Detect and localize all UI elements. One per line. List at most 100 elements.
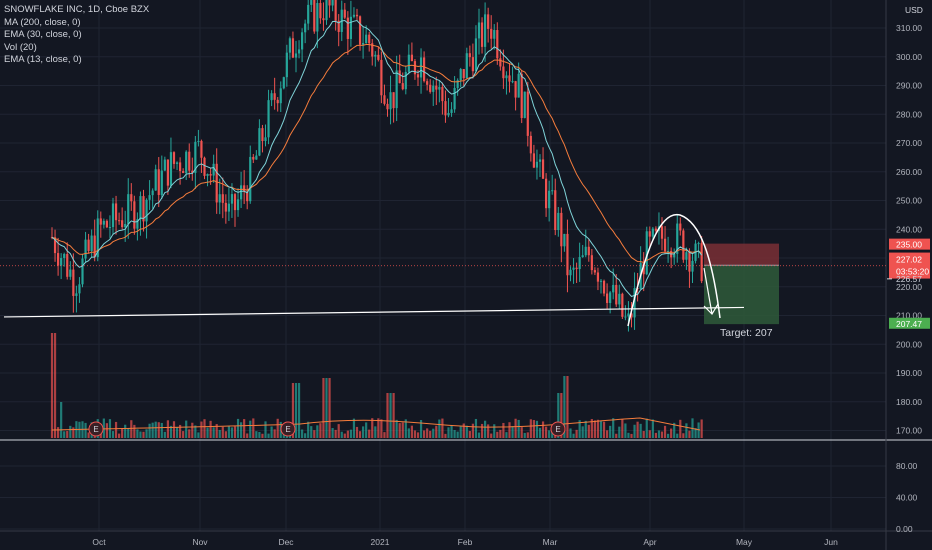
volume-bar: [590, 419, 593, 438]
candle-body: [227, 203, 230, 212]
volume-bar: [618, 426, 621, 438]
candle-body: [99, 218, 102, 225]
candle-body: [233, 194, 237, 211]
volume-bar: [688, 430, 691, 438]
candle-body: [554, 190, 557, 231]
indicator-ema30[interactable]: EMA (30, close, 0): [4, 29, 82, 40]
volume-bar: [627, 432, 630, 438]
candle-body: [358, 16, 362, 45]
candle-body: [66, 253, 69, 277]
time-axis: Oct Nov Dec 2021 Feb Mar Apr May Jun: [92, 537, 838, 547]
volume-bar: [615, 433, 618, 438]
volume-bar: [648, 430, 651, 438]
volume-bar: [596, 419, 600, 438]
time-axis-label: Dec: [278, 537, 294, 547]
volume-bar: [526, 432, 529, 438]
candle-body: [450, 109, 453, 113]
candle-body: [224, 202, 227, 212]
candle-body: [380, 59, 383, 96]
indicator-volume[interactable]: Vol (20): [4, 41, 37, 53]
indicator-ema13[interactable]: EMA (13, close, 0): [4, 54, 82, 65]
candle-body: [362, 42, 365, 45]
candle-body: [624, 316, 627, 318]
candle-body: [93, 235, 96, 258]
volume-bar: [307, 421, 310, 438]
candle-body: [188, 151, 191, 171]
volume-bar: [304, 433, 307, 438]
volume-bar: [538, 427, 542, 438]
volume-bar: [194, 425, 197, 438]
volume-ma-line: [51, 417, 701, 431]
volume-bar: [490, 433, 493, 438]
candle-body: [419, 57, 423, 78]
candle-body: [630, 313, 633, 318]
price-tick-label: 200.00: [896, 339, 922, 349]
candle-body: [538, 159, 542, 162]
volume-bar: [438, 419, 441, 438]
volume-bar: [157, 422, 160, 438]
candle-body: [548, 190, 551, 209]
candle-body: [581, 255, 584, 258]
candle-body: [136, 219, 139, 229]
symbol-title[interactable]: SNOWFLAKE INC, 1D, Cboe BZX: [4, 4, 150, 15]
candle-body: [532, 153, 535, 168]
candle-body: [688, 252, 691, 272]
volume-bar: [462, 423, 465, 438]
level-price-text: 226.57: [896, 274, 922, 284]
volume-bars: [50, 333, 703, 438]
volume-bar: [346, 430, 349, 438]
volume-bar: [602, 421, 606, 438]
volume-bar: [407, 428, 410, 438]
candle-body: [258, 128, 261, 156]
volume-bar: [130, 420, 133, 438]
volume-bar: [179, 424, 182, 438]
volume-bar: [365, 422, 368, 438]
volume-bar: [252, 418, 255, 438]
candle-body: [587, 246, 590, 256]
volume-bar: [105, 423, 108, 438]
candle-body: [215, 163, 218, 203]
volume-bar: [72, 427, 75, 438]
indicator-ma200[interactable]: MA (200, close, 0): [4, 16, 81, 28]
volume-bar: [535, 420, 539, 438]
volume-bar: [401, 422, 404, 438]
chart-legend[interactable]: SNOWFLAKE INC, 1D, Cboe BZX MA (200, clo…: [4, 4, 149, 67]
candle-body: [575, 267, 578, 270]
candle-body: [331, 0, 334, 6]
volume-bar: [377, 418, 380, 438]
candle-body: [593, 270, 596, 273]
candle-body: [526, 91, 529, 136]
candle-body: [206, 174, 209, 176]
candle-body: [346, 17, 349, 39]
candle-body: [371, 43, 374, 57]
candle-body: [441, 86, 444, 102]
ema13-line: [51, 19, 703, 298]
candle-body: [584, 246, 587, 256]
candle-body: [465, 53, 468, 79]
volume-bar: [459, 426, 462, 438]
candle-body: [200, 140, 203, 158]
candle-body: [160, 170, 163, 196]
candle-body: [691, 260, 694, 272]
candle-body: [484, 14, 487, 47]
price-tick-label: 290.00: [896, 81, 922, 91]
volume-bar: [169, 425, 173, 438]
volume-bar: [673, 422, 676, 438]
candle-body: [490, 28, 493, 39]
volume-bar: [319, 423, 322, 438]
candle-body: [602, 280, 606, 294]
candle-body: [111, 203, 115, 228]
target-arrow: [703, 267, 719, 315]
volume-bar: [221, 426, 224, 438]
price-tick-label: 210.00: [896, 311, 922, 321]
candle-body: [328, 0, 331, 6]
volume-bar: [465, 425, 468, 438]
volume-bar: [383, 432, 386, 438]
volume-bar: [136, 429, 139, 438]
time-axis-label: 2021: [371, 537, 390, 547]
volume-bar: [175, 427, 179, 438]
candle-body: [243, 185, 246, 192]
candle-body: [648, 231, 651, 237]
volume-bar: [575, 429, 578, 438]
